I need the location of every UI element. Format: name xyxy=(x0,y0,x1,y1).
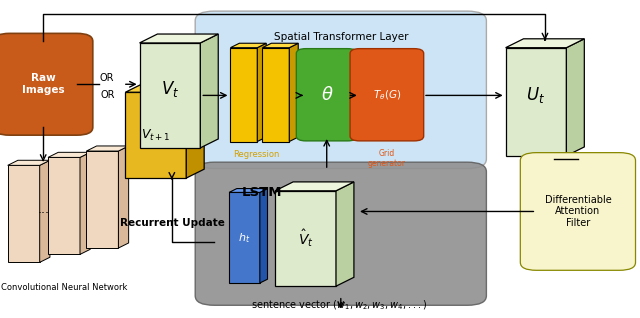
Polygon shape xyxy=(186,83,204,178)
Polygon shape xyxy=(257,43,266,142)
Text: Regression: Regression xyxy=(233,150,279,159)
Polygon shape xyxy=(40,160,50,262)
Text: $h_t$: $h_t$ xyxy=(238,231,251,245)
Polygon shape xyxy=(260,189,268,283)
Polygon shape xyxy=(86,146,129,151)
Polygon shape xyxy=(289,43,298,142)
Polygon shape xyxy=(125,83,204,92)
Bar xyxy=(230,48,257,142)
Bar xyxy=(8,165,40,262)
FancyBboxPatch shape xyxy=(195,162,486,305)
Polygon shape xyxy=(275,182,354,191)
Polygon shape xyxy=(8,160,50,165)
Text: Recurrent Update: Recurrent Update xyxy=(120,218,225,228)
Polygon shape xyxy=(118,146,129,248)
Text: $V_{t+1}$: $V_{t+1}$ xyxy=(141,128,171,143)
Text: Raw
Images: Raw Images xyxy=(22,73,65,95)
Text: sentence vector $(w_1, w_2, w_3, w_4, ...)$: sentence vector $(w_1, w_2, w_3, w_4, ..… xyxy=(252,299,427,312)
Text: Grid
generator: Grid generator xyxy=(367,149,406,168)
Bar xyxy=(506,48,566,156)
FancyBboxPatch shape xyxy=(350,49,424,141)
Bar xyxy=(275,191,336,286)
Text: $T_{\theta}(G)$: $T_{\theta}(G)$ xyxy=(372,88,401,101)
Text: $\hat{V}_t$: $\hat{V}_t$ xyxy=(298,228,314,249)
Polygon shape xyxy=(48,152,90,157)
Polygon shape xyxy=(140,34,218,43)
Bar xyxy=(86,151,118,248)
Text: $U_t$: $U_t$ xyxy=(527,86,545,105)
FancyBboxPatch shape xyxy=(296,49,357,141)
Text: OR: OR xyxy=(99,73,114,83)
Bar xyxy=(125,92,186,178)
Text: OR: OR xyxy=(100,90,115,100)
Polygon shape xyxy=(262,43,298,48)
Bar xyxy=(48,157,80,254)
Text: θ: θ xyxy=(321,86,332,104)
Polygon shape xyxy=(506,39,584,48)
FancyBboxPatch shape xyxy=(520,153,636,270)
Bar xyxy=(262,48,289,142)
Text: Differentiable
Attention
Filter: Differentiable Attention Filter xyxy=(545,195,611,228)
Text: Convolutional Neural Network: Convolutional Neural Network xyxy=(1,283,127,292)
Polygon shape xyxy=(229,189,268,192)
Polygon shape xyxy=(230,43,266,48)
Text: $V_t$: $V_t$ xyxy=(161,79,179,99)
FancyBboxPatch shape xyxy=(195,11,486,169)
Text: LSTM: LSTM xyxy=(242,186,283,199)
Bar xyxy=(229,192,260,283)
Polygon shape xyxy=(336,182,354,286)
Polygon shape xyxy=(80,152,90,254)
Text: ...: ... xyxy=(38,204,49,216)
Bar xyxy=(140,43,200,148)
Polygon shape xyxy=(200,34,218,148)
FancyBboxPatch shape xyxy=(0,33,93,135)
Polygon shape xyxy=(566,39,584,156)
Text: Spatial Transformer Layer: Spatial Transformer Layer xyxy=(273,32,408,42)
